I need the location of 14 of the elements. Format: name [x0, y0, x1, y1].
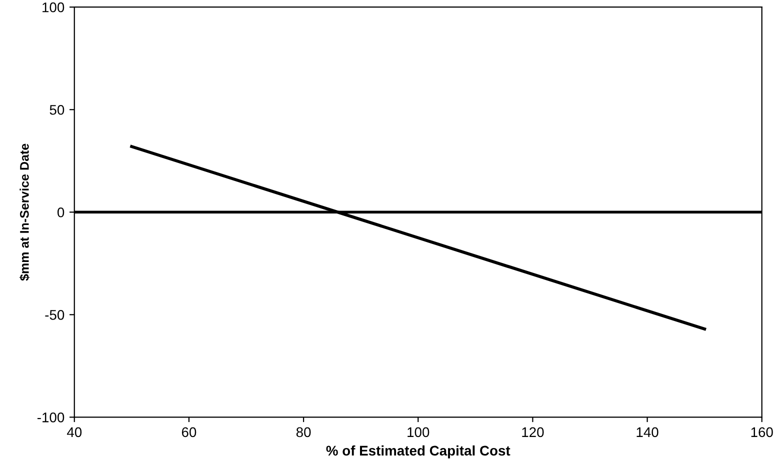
y-tick-label: -50 [45, 310, 64, 320]
x-tick-label: 80 [296, 427, 311, 438]
x-tick-label: 60 [182, 427, 196, 438]
x-tick-label: 140 [636, 427, 658, 438]
x-tick-label: 40 [66, 427, 82, 438]
y-axis-title: $mm at In-Service Date [19, 144, 30, 281]
x-tick-label: 100 [408, 427, 430, 438]
x-tick-label: 160 [751, 427, 773, 438]
y-tick-label: -100 [37, 412, 64, 422]
x-axis-title: % of Estimated Capital Cost [326, 445, 510, 458]
x-tick-label: 120 [522, 427, 544, 438]
y-tick-label: 100 [42, 2, 64, 12]
y-tick-label: 0 [57, 207, 64, 218]
y-tick-label: 50 [50, 104, 64, 115]
